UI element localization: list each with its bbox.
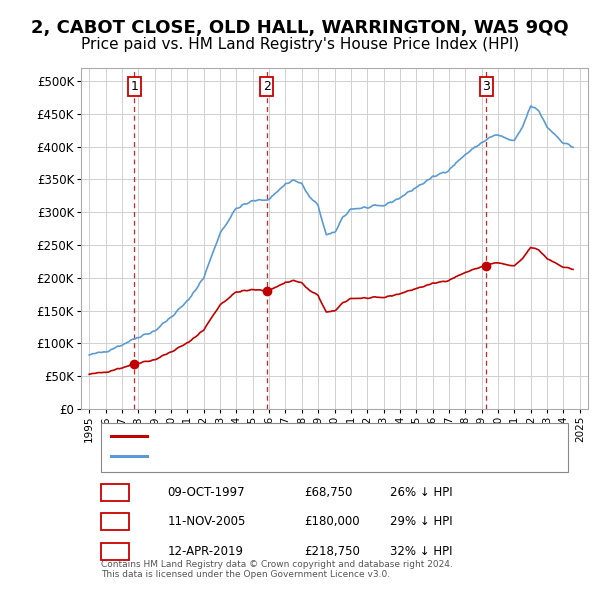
Text: 1: 1 (111, 486, 119, 499)
FancyBboxPatch shape (101, 423, 568, 472)
Text: £68,750: £68,750 (304, 486, 352, 499)
Text: £180,000: £180,000 (304, 516, 360, 529)
Text: 3: 3 (482, 80, 490, 93)
Text: 1: 1 (131, 80, 139, 93)
Text: 2: 2 (263, 80, 271, 93)
Text: 12-APR-2019: 12-APR-2019 (167, 545, 243, 558)
Text: 11-NOV-2005: 11-NOV-2005 (167, 516, 245, 529)
Text: 3: 3 (111, 545, 119, 558)
Text: 26% ↓ HPI: 26% ↓ HPI (390, 486, 453, 499)
FancyBboxPatch shape (101, 513, 129, 530)
Text: 2: 2 (111, 516, 119, 529)
Text: 2, CABOT CLOSE, OLD HALL, WARRINGTON, WA5 9QQ (detached house): 2, CABOT CLOSE, OLD HALL, WARRINGTON, WA… (157, 431, 551, 441)
Text: £218,750: £218,750 (304, 545, 360, 558)
Text: 29% ↓ HPI: 29% ↓ HPI (390, 516, 453, 529)
FancyBboxPatch shape (101, 484, 129, 502)
Text: HPI: Average price, detached house, Warrington: HPI: Average price, detached house, Warr… (157, 451, 419, 461)
Text: 32% ↓ HPI: 32% ↓ HPI (390, 545, 453, 558)
Text: Contains HM Land Registry data © Crown copyright and database right 2024.
This d: Contains HM Land Registry data © Crown c… (101, 560, 453, 579)
Text: Price paid vs. HM Land Registry's House Price Index (HPI): Price paid vs. HM Land Registry's House … (81, 37, 519, 51)
FancyBboxPatch shape (101, 543, 129, 560)
Text: 09-OCT-1997: 09-OCT-1997 (167, 486, 245, 499)
Text: 2, CABOT CLOSE, OLD HALL, WARRINGTON, WA5 9QQ: 2, CABOT CLOSE, OLD HALL, WARRINGTON, WA… (31, 19, 569, 37)
